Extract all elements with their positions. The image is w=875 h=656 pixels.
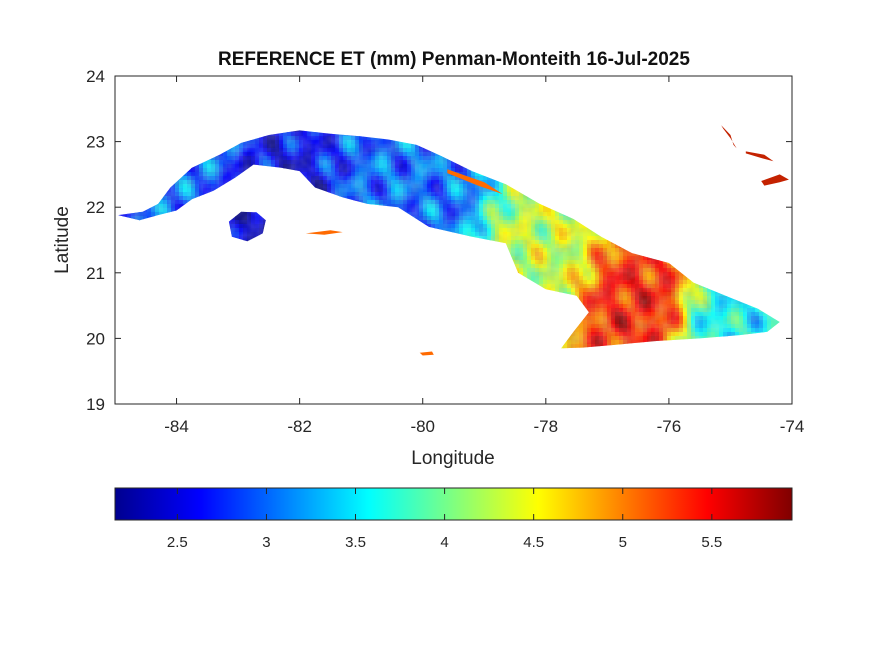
chart-title: REFERENCE ET (mm) Penman-Monteith 16-Jul…: [218, 49, 690, 70]
plot-area: [115, 76, 792, 404]
